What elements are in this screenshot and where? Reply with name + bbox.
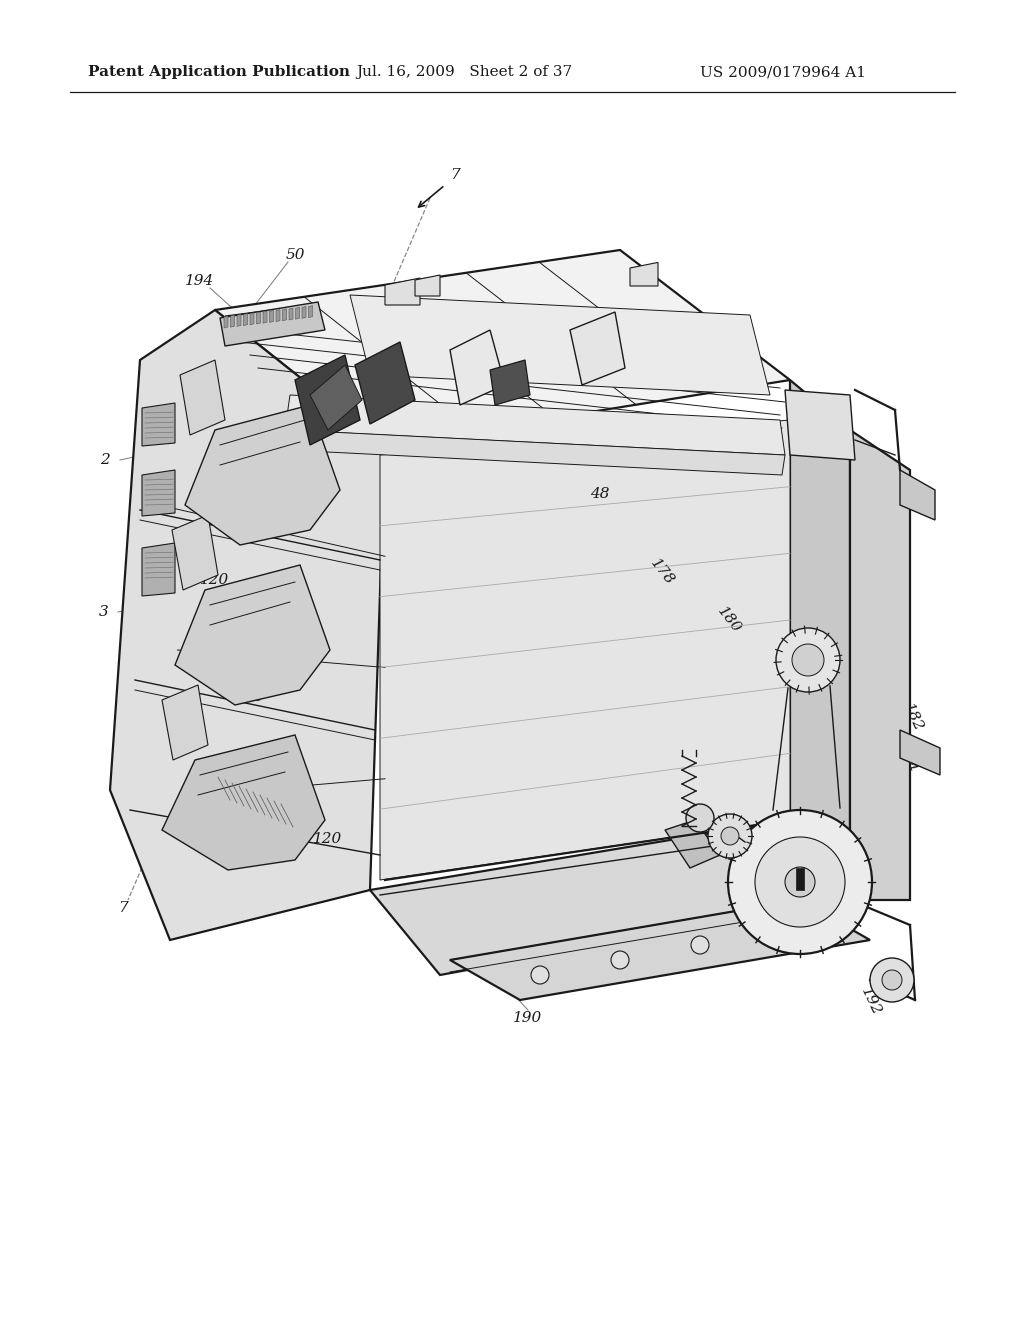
Polygon shape — [172, 515, 218, 590]
Polygon shape — [450, 330, 505, 405]
Polygon shape — [142, 543, 175, 597]
Polygon shape — [162, 735, 325, 870]
Polygon shape — [185, 405, 340, 545]
Polygon shape — [355, 342, 415, 424]
Polygon shape — [162, 685, 208, 760]
Polygon shape — [283, 309, 287, 321]
Polygon shape — [225, 305, 318, 333]
Circle shape — [870, 958, 914, 1002]
Text: 194: 194 — [185, 275, 215, 288]
Polygon shape — [224, 315, 228, 327]
Polygon shape — [142, 403, 175, 446]
Circle shape — [792, 644, 824, 676]
Circle shape — [708, 814, 752, 858]
Polygon shape — [220, 302, 325, 346]
Text: 192: 192 — [858, 986, 883, 1018]
Text: 126: 126 — [236, 690, 264, 704]
Text: 180: 180 — [715, 605, 744, 636]
Polygon shape — [370, 820, 850, 975]
Polygon shape — [285, 395, 785, 455]
Circle shape — [691, 936, 709, 954]
Circle shape — [785, 867, 815, 898]
Text: FIG. 2A: FIG. 2A — [739, 490, 860, 550]
Polygon shape — [900, 730, 940, 775]
Polygon shape — [630, 263, 658, 286]
Text: Patent Application Publication: Patent Application Publication — [88, 65, 350, 79]
Polygon shape — [180, 360, 225, 436]
Polygon shape — [289, 308, 293, 319]
Polygon shape — [900, 470, 935, 520]
Text: Jul. 16, 2009   Sheet 2 of 37: Jul. 16, 2009 Sheet 2 of 37 — [356, 65, 572, 79]
Polygon shape — [142, 470, 175, 516]
Circle shape — [531, 966, 549, 983]
Circle shape — [728, 810, 872, 954]
Polygon shape — [237, 314, 241, 326]
Polygon shape — [296, 308, 299, 319]
Text: 7: 7 — [451, 168, 460, 182]
Text: 184: 184 — [893, 743, 919, 776]
Polygon shape — [276, 310, 280, 322]
Circle shape — [882, 970, 902, 990]
Polygon shape — [796, 869, 804, 890]
Text: 182: 182 — [900, 702, 925, 734]
Text: 7: 7 — [118, 902, 128, 915]
Text: 120: 120 — [201, 573, 229, 587]
Polygon shape — [308, 306, 312, 318]
Circle shape — [611, 950, 629, 969]
Circle shape — [755, 837, 845, 927]
Polygon shape — [790, 380, 850, 900]
Polygon shape — [230, 315, 234, 327]
Polygon shape — [450, 900, 870, 1001]
Circle shape — [721, 828, 739, 845]
Text: US 2009/0179964 A1: US 2009/0179964 A1 — [700, 65, 866, 79]
Text: 50: 50 — [286, 248, 305, 261]
Polygon shape — [415, 275, 440, 296]
Circle shape — [776, 628, 840, 692]
Text: 190: 190 — [513, 1011, 543, 1026]
Polygon shape — [250, 313, 254, 325]
Polygon shape — [785, 389, 855, 459]
Polygon shape — [310, 366, 362, 430]
Circle shape — [686, 804, 714, 832]
Polygon shape — [302, 306, 306, 318]
Polygon shape — [215, 249, 790, 445]
Polygon shape — [175, 565, 330, 705]
Polygon shape — [110, 310, 385, 940]
Polygon shape — [256, 312, 260, 323]
Polygon shape — [385, 279, 420, 305]
Polygon shape — [263, 312, 267, 323]
Text: 48: 48 — [590, 487, 609, 502]
Polygon shape — [269, 310, 273, 322]
Text: 188: 188 — [872, 836, 897, 869]
Polygon shape — [350, 294, 770, 395]
Polygon shape — [490, 360, 530, 405]
Polygon shape — [244, 314, 248, 326]
Polygon shape — [570, 312, 625, 385]
Text: 178: 178 — [648, 556, 677, 587]
Polygon shape — [295, 355, 360, 445]
Polygon shape — [665, 820, 720, 869]
Text: 120: 120 — [313, 832, 343, 846]
Text: 2: 2 — [100, 453, 110, 467]
Text: 186: 186 — [882, 792, 907, 824]
Polygon shape — [380, 420, 790, 880]
Polygon shape — [288, 430, 785, 475]
Polygon shape — [850, 430, 910, 900]
Text: 3: 3 — [99, 605, 109, 619]
